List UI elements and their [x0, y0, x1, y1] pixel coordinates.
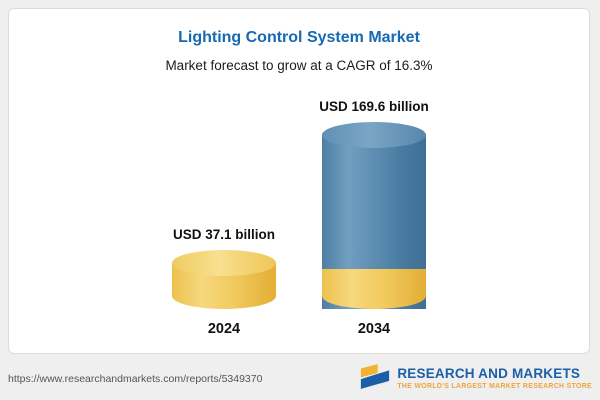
bar-value-label-2024: USD 37.1 billion	[172, 227, 276, 242]
logo-icon	[360, 363, 390, 395]
bar-2034-body	[322, 135, 426, 309]
chart-title: Lighting Control System Market	[178, 29, 420, 46]
bar-2024-cylinder	[172, 250, 276, 309]
x-axis-label-2034: 2034	[357, 321, 391, 337]
chart-subtitle: Market forecast to grow at a CAGR of 16.…	[165, 58, 433, 73]
bar-value-label-2034: USD 169.6 billion	[319, 99, 429, 114]
chart-area: USD 37.1 billion 2024 USD 169.6 billion …	[9, 99, 589, 337]
bar-2034-top-ellipse	[322, 122, 426, 148]
x-axis-label-2024: 2024	[207, 321, 241, 337]
logo-tagline: THE WORLD'S LARGEST MARKET RESEARCH STOR…	[397, 383, 592, 391]
logo-title: RESEARCH AND MARKETS	[397, 366, 581, 382]
bar-group-2034: USD 169.6 billion 2034	[304, 99, 444, 337]
chart-card: Lighting Control System Market Market fo…	[8, 8, 590, 354]
bar-2034-yellow-base	[322, 269, 426, 309]
logo-text: RESEARCH AND MARKETS THE WORLD'S LARGEST…	[397, 366, 592, 391]
footer: https://www.researchandmarkets.com/repor…	[0, 358, 600, 400]
bar-2024-top-ellipse	[172, 250, 276, 276]
research-and-markets-logo[interactable]: RESEARCH AND MARKETS THE WORLD'S LARGEST…	[360, 363, 592, 395]
bar-group-2024: USD 37.1 billion 2024	[154, 227, 294, 337]
bar-2034-cylinder	[322, 122, 426, 309]
report-url-link[interactable]: https://www.researchandmarkets.com/repor…	[8, 373, 263, 385]
